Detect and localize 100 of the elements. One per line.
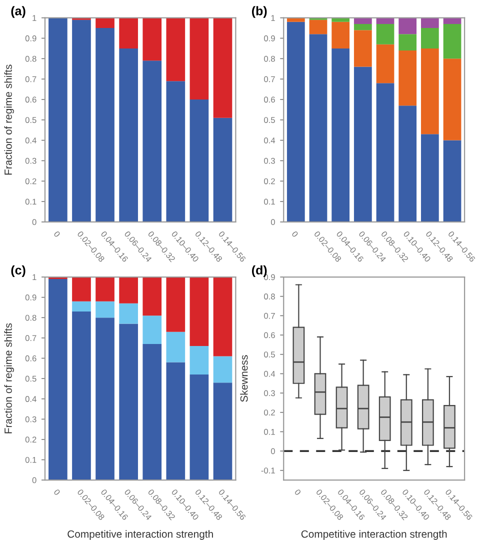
bar bbox=[398, 50, 417, 106]
bar bbox=[119, 18, 138, 48]
y-tick-label: 0.2 bbox=[264, 178, 275, 184]
bar bbox=[309, 34, 328, 222]
y-tick-label: 0.6 bbox=[25, 355, 36, 362]
y-tick-label: 0.8 bbox=[25, 314, 36, 321]
bar bbox=[142, 344, 162, 480]
bar bbox=[376, 24, 394, 44]
y-tick-label: 0.3 bbox=[264, 390, 275, 396]
bar bbox=[420, 48, 439, 134]
bar bbox=[332, 48, 350, 222]
bar bbox=[72, 20, 91, 222]
y-tick-label: 0.9 bbox=[264, 35, 275, 42]
bar bbox=[119, 303, 138, 324]
y-tick-label: 0.9 bbox=[25, 35, 36, 42]
y-axis-title: Skewness bbox=[240, 355, 248, 402]
y-tick-label: 0 bbox=[270, 219, 275, 226]
bar bbox=[376, 83, 394, 222]
bar bbox=[398, 34, 417, 50]
y-tick-label: 0 bbox=[270, 448, 275, 454]
y-tick-label: 0.3 bbox=[25, 158, 36, 164]
x-tick-label: 0 bbox=[53, 230, 61, 238]
y-tick-label: 1 bbox=[271, 15, 275, 21]
y-tick-label: 0.1 bbox=[25, 198, 36, 205]
bar bbox=[443, 58, 462, 140]
y-tick-label: 0.7 bbox=[264, 76, 275, 82]
x-axis-title: Competitive interaction strength bbox=[301, 530, 447, 540]
bar bbox=[96, 277, 114, 302]
x-tick-label: 0 bbox=[53, 488, 61, 496]
y-tick-label: 0 bbox=[32, 477, 36, 484]
y-tick-label: 0.2 bbox=[25, 436, 36, 443]
bar bbox=[72, 277, 91, 302]
y-tick-label: 0.9 bbox=[25, 294, 36, 300]
y-axis-title: Fraction of regime shifts bbox=[4, 64, 14, 175]
x-tick-label: 0 bbox=[294, 488, 302, 496]
bar bbox=[166, 332, 186, 362]
chart-title: (b) bbox=[252, 6, 267, 18]
y-tick-label: 0.5 bbox=[264, 352, 275, 358]
bar bbox=[142, 316, 162, 344]
bar bbox=[332, 22, 350, 48]
x-axis-title: Competitive interaction strength bbox=[68, 530, 213, 540]
y-tick-label: 0 bbox=[32, 219, 36, 226]
bar bbox=[142, 60, 162, 222]
bar bbox=[354, 24, 372, 30]
y-tick-label: 0.2 bbox=[264, 410, 275, 416]
bar bbox=[166, 81, 186, 222]
y-tick-label: 0.1 bbox=[25, 456, 36, 463]
y-axis-title: Fraction of regime shifts bbox=[4, 323, 14, 434]
bar bbox=[213, 118, 232, 222]
x-tick-label: 0 bbox=[291, 230, 299, 238]
y-tick-label: 0.1 bbox=[264, 428, 275, 435]
bar bbox=[119, 277, 138, 304]
y-tick-label: 0.6 bbox=[264, 332, 275, 338]
bar bbox=[48, 18, 68, 222]
bar bbox=[213, 277, 232, 356]
y-tick-label: 0.4 bbox=[264, 370, 276, 377]
bar bbox=[96, 301, 114, 318]
bar bbox=[443, 24, 462, 59]
bar bbox=[96, 28, 114, 222]
bar bbox=[213, 18, 232, 118]
bar bbox=[142, 277, 162, 316]
y-tick-label: 0.4 bbox=[25, 137, 36, 144]
bar bbox=[166, 18, 186, 82]
bar bbox=[354, 18, 372, 24]
bar bbox=[398, 18, 417, 34]
bar bbox=[420, 28, 439, 48]
bar bbox=[166, 362, 186, 480]
bar bbox=[72, 312, 91, 480]
y-tick-label: 0.4 bbox=[264, 137, 276, 144]
y-tick-label: 0.7 bbox=[25, 335, 36, 342]
bar bbox=[354, 30, 372, 67]
bar bbox=[354, 66, 372, 222]
y-tick-label: 0.5 bbox=[264, 117, 275, 123]
bar bbox=[309, 20, 328, 34]
bar bbox=[190, 18, 209, 100]
y-tick-label: 1 bbox=[32, 15, 36, 21]
bar bbox=[166, 277, 186, 332]
bar bbox=[48, 279, 68, 480]
y-tick-label: 0.5 bbox=[25, 117, 36, 123]
bar bbox=[286, 22, 305, 222]
bar bbox=[96, 18, 114, 28]
y-tick-label: 0.8 bbox=[264, 56, 275, 62]
y-tick-label: 0.7 bbox=[25, 76, 36, 82]
y-tick-label: 0.3 bbox=[25, 416, 36, 422]
bar bbox=[190, 374, 209, 480]
bar bbox=[376, 44, 394, 84]
bar bbox=[119, 48, 138, 222]
bar bbox=[443, 140, 462, 222]
y-tick-label: -0.1 bbox=[261, 468, 275, 474]
y-tick-label: 0.6 bbox=[25, 96, 36, 103]
bar bbox=[190, 99, 209, 222]
bar bbox=[190, 277, 209, 346]
y-tick-label: 0.8 bbox=[25, 56, 36, 62]
y-tick-label: 0.5 bbox=[25, 376, 36, 382]
bar bbox=[420, 134, 439, 222]
bar bbox=[420, 18, 439, 28]
bar bbox=[142, 18, 162, 61]
bar bbox=[213, 382, 232, 480]
chart-title: (a) bbox=[11, 6, 26, 18]
y-tick-label: 0.1 bbox=[264, 198, 275, 205]
